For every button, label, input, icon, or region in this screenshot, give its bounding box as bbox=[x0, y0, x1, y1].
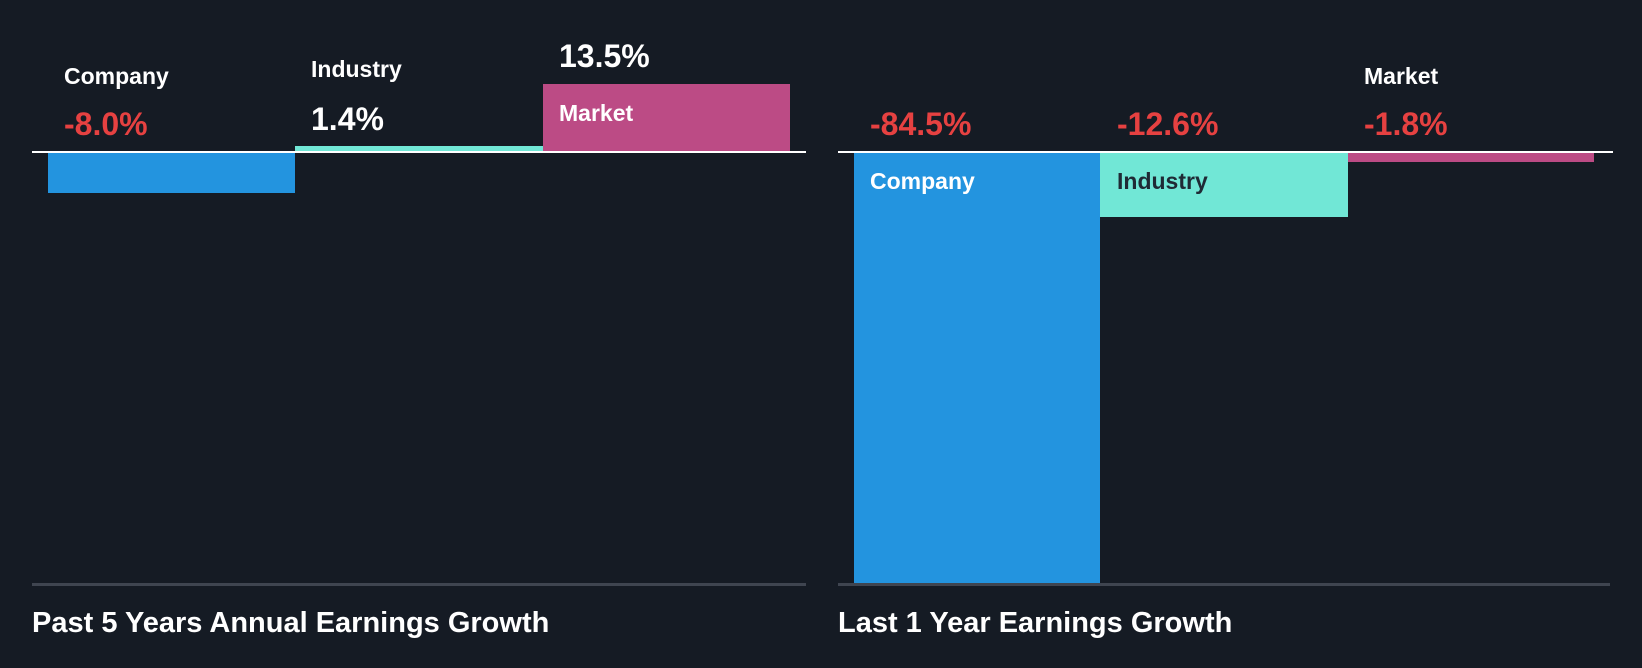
left-market-bar bbox=[543, 84, 790, 152]
right-company-value: -84.5% bbox=[870, 106, 972, 142]
left-industry-label: Industry bbox=[311, 56, 402, 82]
right-company-bar bbox=[854, 153, 1100, 583]
right-industry-label: Industry bbox=[1117, 168, 1208, 194]
right-market-label: Market bbox=[1364, 63, 1439, 89]
right-baseline bbox=[838, 583, 1610, 586]
right-industry-bar bbox=[1100, 153, 1348, 217]
left-market-label: Market bbox=[559, 100, 634, 126]
right-industry-value: -12.6% bbox=[1117, 106, 1219, 142]
left-market-value: 13.5% bbox=[559, 38, 650, 74]
right-company-label: Company bbox=[870, 168, 975, 194]
left-zero-axis bbox=[32, 151, 806, 153]
left-industry-value: 1.4% bbox=[311, 101, 384, 137]
right-zero-axis bbox=[838, 151, 1613, 153]
right-market-value: -1.8% bbox=[1364, 106, 1448, 142]
left-company-label: Company bbox=[64, 63, 169, 89]
left-company-bar bbox=[48, 153, 295, 193]
right-chart-title: Last 1 Year Earnings Growth bbox=[838, 607, 1233, 639]
left-company-value: -8.0% bbox=[64, 106, 148, 142]
left-industry-bar bbox=[295, 146, 543, 152]
left-chart-title: Past 5 Years Annual Earnings Growth bbox=[32, 607, 550, 639]
right-market-bar bbox=[1348, 153, 1594, 162]
left-baseline bbox=[32, 583, 806, 586]
